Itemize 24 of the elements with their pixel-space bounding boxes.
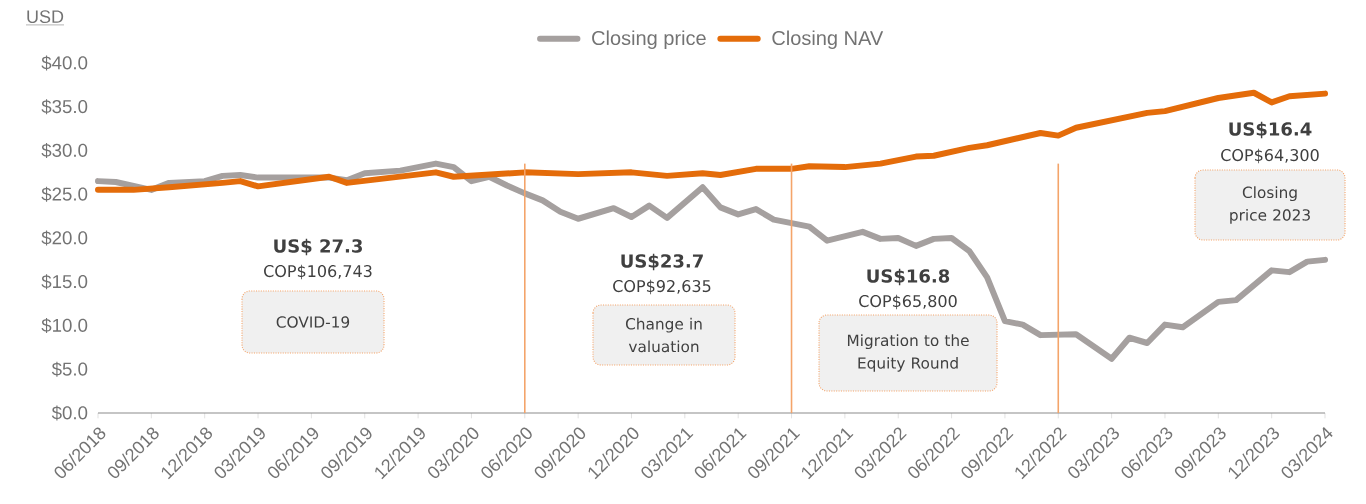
legend-label: Closing NAV [772,30,884,50]
annotation: US$16.8 [867,268,950,286]
y-tick-label: $15.0 [41,274,88,290]
annotation: Migration to the Equity Round [847,334,969,372]
annotation: Change in valuation [625,317,702,353]
y-tick-label: $35.0 [41,99,88,115]
y-tick-label: $25.0 [41,186,88,202]
y-axis-title: USD [27,10,64,24]
annotation: COP$92,635 [613,279,711,295]
annotation: Closing price 2023 [1230,186,1310,224]
y-tick-label: $10.0 [41,317,88,334]
y-tick-label: $40.0 [41,55,88,71]
annotation: US$ 27.3 [274,238,362,256]
annotation: COP$65,800 [859,294,957,310]
y-tick-label: $30.0 [41,142,88,159]
y-tick-label: $0.0 [51,405,88,421]
legend-label: Closing price [592,30,706,50]
annotation: COVID-19 [276,316,350,328]
annotation: COP$106,743 [264,264,372,280]
y-tick-label: $5.0 [51,361,88,377]
annotation: US$16.4 [1229,121,1312,139]
annotation: US$23.7 [621,253,703,271]
y-tick-label: $20.0 [41,230,88,246]
annotation: COP$64,300 [1221,148,1319,164]
